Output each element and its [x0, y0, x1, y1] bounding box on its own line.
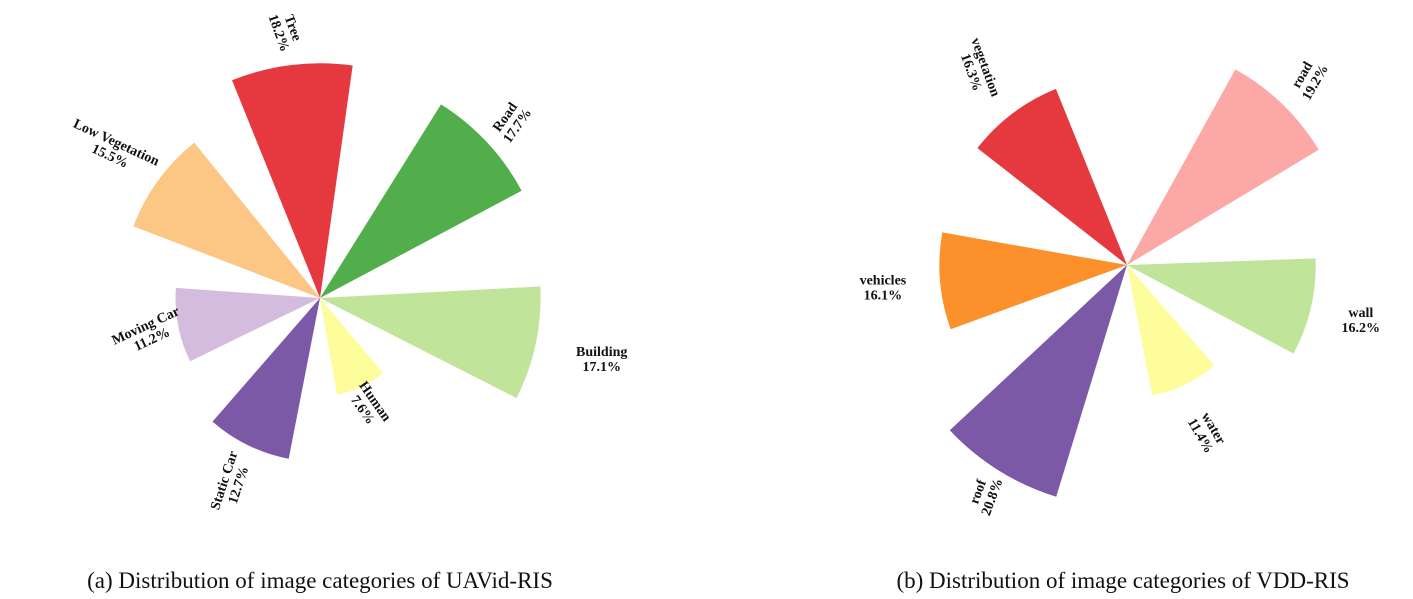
wedge-tree [232, 63, 353, 298]
wedge-human [320, 298, 383, 395]
label-value-building: 17.1% [582, 360, 621, 375]
wedge-moving-car [175, 287, 320, 362]
wedge-wall [1127, 258, 1316, 354]
label-value-wall: 16.2% [1342, 321, 1381, 336]
label-vehicles: vehicles 16.1% [860, 273, 907, 303]
label-roof: roof20.8% [965, 471, 1006, 517]
label-name-building: Building [576, 345, 627, 360]
label-name-wall: wall [1348, 306, 1373, 321]
wedge-vehicles [939, 232, 1127, 330]
wedge-building [320, 286, 541, 399]
wedge-roof [949, 265, 1127, 497]
caption-uavid-ris: (a) Distribution of image categories of … [87, 568, 553, 593]
label-name-vehicles: vehicles [860, 273, 907, 288]
label-wall: wall 16.2% [1342, 306, 1381, 336]
wedge-static-car [212, 298, 320, 459]
wedge-road [1127, 69, 1319, 266]
label-building: Building 17.1% [576, 345, 627, 375]
wedge-vegetation [977, 88, 1127, 266]
label-road: Road17.7% [489, 97, 536, 146]
caption-vdd-ris: (b) Distribution of image categories of … [896, 568, 1349, 593]
label-value-vehicles: 16.1% [864, 288, 903, 303]
label-tree: Tree18.2% [265, 7, 306, 53]
label-vegetation: vegetation16.3% [953, 36, 1002, 104]
chart-uavid-ris: Tree18.2%Road17.7%Building 17.1%Human7.6%… [64, 7, 628, 593]
wedges-vdd-ris [939, 69, 1319, 497]
label-water: water11.4% [1184, 408, 1229, 456]
label-static-car: Static Car12.7% [208, 449, 255, 516]
label-low-vegetation: Low Vegetation15.5% [64, 117, 161, 184]
wedges-uavid-ris [133, 63, 541, 459]
chart-vdd-ris: road19.2% wall 16.2% water11.4% roof20.8% veh… [860, 36, 1380, 593]
wedge-water [1127, 265, 1215, 396]
label-road: road19.2% [1287, 55, 1332, 103]
wedge-road [320, 104, 522, 299]
wedge-low-vegetation [133, 142, 320, 298]
label-moving-car: Moving Car11.2% [110, 304, 189, 362]
